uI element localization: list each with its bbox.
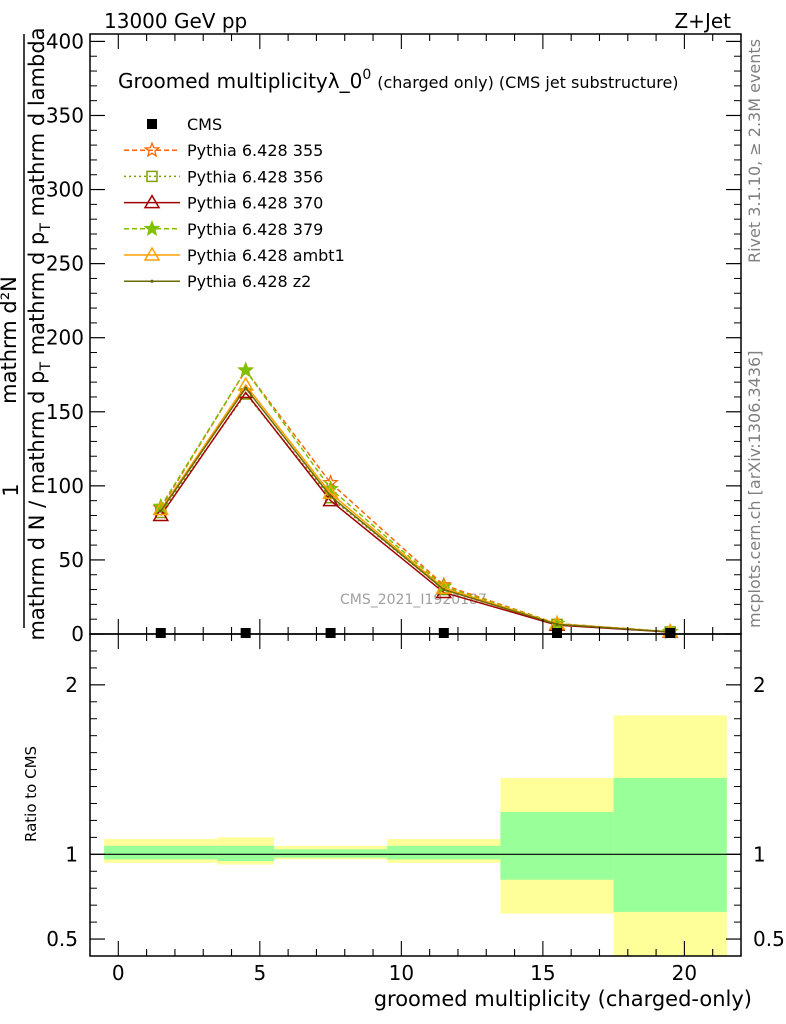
series-6-point [244, 386, 248, 390]
series-5-point [237, 376, 254, 391]
y-tick-label: 200 [46, 326, 84, 350]
legend-marker [143, 141, 161, 158]
y-tick-label: 400 [46, 29, 84, 53]
cms-data-point [665, 628, 676, 638]
series-6-point [159, 509, 163, 513]
plot-title: Groomed multiplicityλ_00 (charged only) (… [118, 67, 679, 93]
legend-label: Pythia 6.428 379 [187, 220, 323, 239]
process-label: Z+Jet [674, 9, 731, 33]
legend-marker [146, 170, 158, 183]
legend-marker [143, 246, 161, 261]
y-tick-label: 350 [46, 103, 84, 127]
ratio-y-tick-label-right: 2 [753, 673, 766, 697]
ratio-plot-frame [89, 633, 742, 957]
x-tick-label: 0 [112, 961, 125, 985]
legend-label: Pythia 6.428 356 [187, 167, 323, 186]
series-4-point [237, 361, 255, 378]
ratio-plot: 0.5 0.51 12 20 5 10 15 20 Ratio to CMS groomed … [22, 633, 785, 1011]
ratio-inner-band [500, 811, 614, 880]
legend-label: Pythia 6.428 370 [187, 194, 323, 213]
ratio-inner-band [387, 845, 501, 860]
y-tick-label: 250 [46, 252, 84, 276]
ratio-y-tick-label-right: 0.5 [753, 927, 785, 951]
mcplots-label: mcplots.cern.ch [arXiv:1306.3436] [745, 351, 764, 628]
y-tick-label: 100 [46, 474, 84, 498]
legend-label: Pythia 6.428 z2 [187, 272, 311, 291]
series-6-point [442, 587, 446, 592]
ratio-inner-band [104, 845, 218, 860]
ratio-y-axis-label: Ratio to CMS [22, 746, 40, 842]
cms-data-point [155, 628, 166, 638]
ratio-inner-band [217, 845, 274, 862]
rivet-label: Rivet 3.1.10, ≥ 2.3M events [745, 39, 764, 263]
series-6-point [328, 494, 333, 498]
x-tick-label: 10 [389, 961, 414, 985]
legend-marker [150, 279, 154, 283]
ratio-y-tick-label-right: 1 [753, 842, 766, 866]
legend-marker [143, 220, 161, 236]
legend-label: Pythia 6.428 ambt1 [187, 246, 345, 265]
x-tick-label: 20 [672, 961, 697, 985]
cms-data-point [438, 628, 449, 638]
svg-text:mathrm d N / mathrm d pT mathr: mathrm d N / mathrm d pT mathrm d pT mat… [25, 27, 54, 640]
x-axis-label: groomed multiplicity (charged-only) [374, 987, 752, 1011]
series-line-6 [160, 386, 671, 633]
main-plot: Groomed multiplicityλ_00 (charged only) (… [0, 27, 742, 646]
legend-marker [143, 194, 161, 209]
legend-label: CMS [187, 115, 222, 134]
svg-text:mathrm d²N: mathrm d²N [0, 276, 21, 404]
cms-data-point [552, 628, 563, 638]
ratio-y-tick-label: 2 [65, 673, 78, 697]
y-tick-label: 50 [59, 548, 84, 572]
main-y-axis-label: 1 mathrm d²N mathrm d N / mathrm d pT ma… [0, 27, 54, 640]
series-5-point [152, 501, 170, 516]
ratio-inner-band [613, 778, 727, 912]
y-tick-label: 300 [46, 178, 84, 202]
ratio-y-tick-label: 1 [65, 842, 78, 866]
ratio-y-tick-label: 0.5 [46, 927, 78, 951]
svg-text:1: 1 [0, 483, 23, 496]
x-tick-label: 5 [253, 961, 266, 985]
legend-marker [147, 119, 157, 129]
cms-data-point [325, 628, 336, 638]
x-tick-label: 15 [530, 961, 555, 985]
y-tick-label: 0 [71, 622, 84, 646]
legend-label: Pythia 6.428 355 [187, 141, 323, 160]
y-tick-label: 150 [46, 400, 84, 424]
energy-label: 13000 GeV pp [104, 9, 247, 33]
cms-data-point [240, 628, 251, 638]
ratio-inner-band [273, 849, 388, 858]
series-6-point [555, 622, 559, 626]
legend: CMS Pythia 6.428 355 Pythia 6.428 356 Pythi… [124, 115, 345, 291]
